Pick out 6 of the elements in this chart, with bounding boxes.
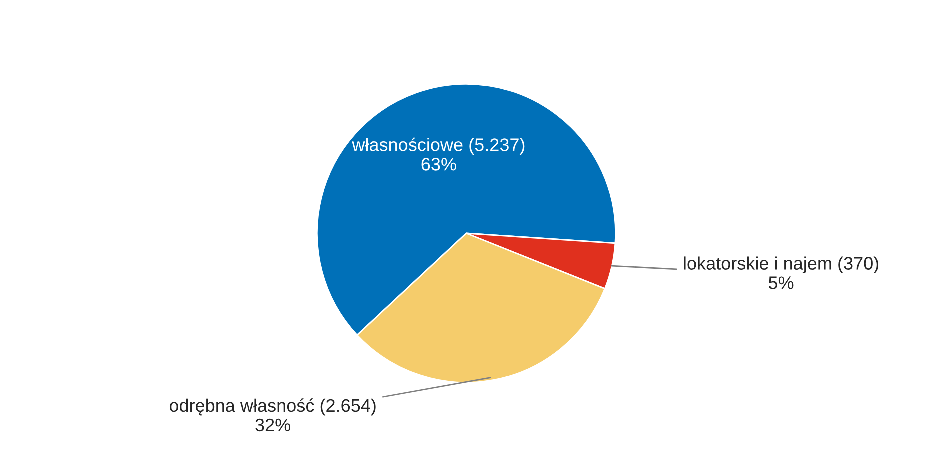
data-label: 63%: [422, 158, 456, 171]
data-label: 32%: [256, 418, 290, 432]
data-label: 5%: [768, 276, 794, 290]
slice-label: odrębna własność (2.654): [170, 398, 376, 416]
slice-label: własnościowe (5.237): [352, 138, 525, 155]
slice-label: lokatorskie i najem (370): [684, 256, 879, 274]
